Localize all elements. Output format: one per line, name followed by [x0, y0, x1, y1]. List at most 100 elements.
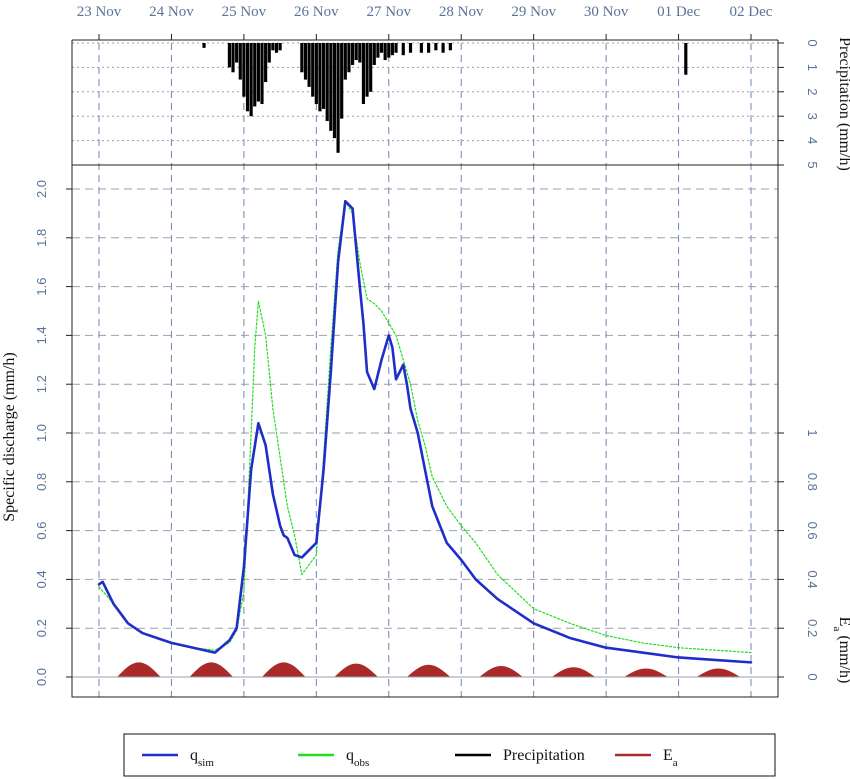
precip-bar	[376, 43, 380, 58]
y-tick-label: 0.6	[34, 522, 49, 540]
legend-item: qsim	[142, 747, 214, 769]
precip-bar	[427, 43, 431, 53]
precip-bar	[372, 43, 376, 65]
ea-tick-label: 0.4	[805, 570, 820, 588]
precip-tick-label: 2	[805, 88, 820, 95]
precip-tick-label: 4	[805, 137, 820, 144]
precip-bar	[238, 43, 242, 80]
legend: qsim qobs Precipitation Ea	[123, 733, 776, 777]
precip-bar	[347, 43, 351, 73]
precip-bar	[242, 43, 246, 97]
precip-bar	[343, 43, 347, 80]
y-tick-label: 1.2	[34, 375, 49, 393]
precip-bar	[329, 43, 333, 131]
precip-bar	[408, 43, 413, 53]
main-plot-frame	[71, 164, 779, 698]
y-tick-label: 2.0	[34, 180, 49, 198]
x-tick-label: 30 Nov	[584, 4, 629, 20]
precip-tick-label: 0	[805, 39, 820, 46]
y-tick-label: 0.8	[34, 473, 49, 491]
precip-bar	[264, 43, 268, 83]
precip-tick-label: 1	[805, 64, 820, 71]
ea-axis-title-main: E	[836, 617, 850, 627]
x-tick-label: 25 Nov	[222, 4, 267, 20]
precip-bar	[274, 43, 279, 53]
y-tick-label: 1.0	[34, 424, 49, 442]
precip-bar	[245, 43, 250, 112]
y-axis-title: Specific discharge (mm/h)	[1, 352, 18, 521]
ea-tick-label: 0	[805, 673, 820, 680]
precip-bar	[358, 43, 362, 63]
ea-hump	[117, 662, 161, 677]
precip-bar	[336, 43, 340, 153]
precip-tick-label: 3	[805, 113, 820, 120]
x-tick-label: 28 Nov	[439, 4, 484, 20]
precip-bar	[434, 43, 438, 51]
precip-bar	[235, 43, 239, 63]
precip-bar	[267, 43, 271, 63]
precip-axis-title: Precipitation (mm/h)	[836, 37, 850, 171]
x-tick-label: 01 Dec	[657, 4, 700, 20]
precip-tick-label: 5	[805, 161, 820, 168]
precip-bar	[260, 43, 264, 104]
legend-label: Ea	[663, 747, 678, 769]
legend-box	[123, 733, 776, 777]
precip-bar	[383, 43, 387, 61]
precip-bar	[303, 43, 308, 80]
precip-bar	[684, 43, 688, 75]
ea-axis-title-sub: a	[831, 626, 843, 631]
precip-bar	[300, 43, 304, 73]
precip-bar	[340, 43, 344, 119]
precip-bar	[354, 43, 358, 61]
precip-bar	[369, 43, 373, 92]
ea-tick-label: 1	[805, 429, 820, 436]
precip-bar	[253, 43, 257, 107]
ea-hump	[696, 668, 741, 677]
ea-hump	[624, 668, 668, 677]
legend-label: qobs	[346, 747, 369, 769]
legend-item: qobs	[298, 747, 369, 769]
ea-tick-label: 0.6	[805, 522, 820, 540]
precip-bar	[332, 43, 337, 139]
y-tick-label: 1.8	[34, 229, 49, 247]
ea-hump	[262, 662, 306, 677]
ea-tick-label: 0.2	[805, 619, 820, 637]
ea-hump	[334, 663, 378, 677]
precip-bar	[249, 43, 253, 117]
x-tick-labels: 23 Nov 24 Nov 25 Nov 26 Nov 27 Nov 28 Nov 29 N…	[77, 4, 773, 40]
precip-bar	[231, 43, 235, 73]
y-tick-label: 1.4	[34, 326, 49, 344]
precip-bar	[314, 43, 318, 104]
legend-label: Precipitation	[503, 747, 585, 764]
legend-label: qsim	[190, 747, 214, 769]
precip-bar	[401, 43, 405, 56]
precip-bar	[227, 43, 231, 68]
series-line-q-sim	[97, 199, 753, 664]
legend-item: Ea	[615, 747, 678, 769]
ea-hump	[189, 662, 234, 677]
y-tick-labels: 0.0 0.2 0.4 0.6 0.8 1.0 1.2 1.4 1.6 1.8 2.0 0 0.2 0.4…	[34, 39, 820, 686]
x-tick-label: 02 Dec	[730, 4, 773, 20]
precip-bar	[441, 43, 445, 53]
precip-bar	[325, 43, 329, 122]
y-tick-label: 0.4	[34, 570, 49, 588]
x-tick-label: 23 Nov	[77, 4, 122, 20]
precip-bar	[321, 43, 326, 109]
ea-humps	[72, 662, 778, 678]
discharge-series	[97, 199, 753, 664]
legend-item: Precipitation	[455, 747, 585, 764]
ea-hump	[406, 664, 451, 677]
x-tick-label: 27 Nov	[366, 4, 411, 20]
y-tick-label: 0.0	[34, 668, 49, 686]
ea-axis-title-unit: (mm/h)	[836, 631, 850, 683]
precipitation-bars	[202, 43, 688, 153]
precip-bar	[278, 43, 282, 51]
x-tick-label: 29 Nov	[511, 4, 556, 20]
precip-bar	[419, 43, 423, 53]
x-tick-label: 26 Nov	[294, 4, 339, 20]
precip-bar	[202, 43, 206, 48]
precip-bar	[311, 43, 315, 97]
precip-bar	[390, 43, 394, 56]
ea-tick-label: 0.8	[805, 473, 820, 491]
